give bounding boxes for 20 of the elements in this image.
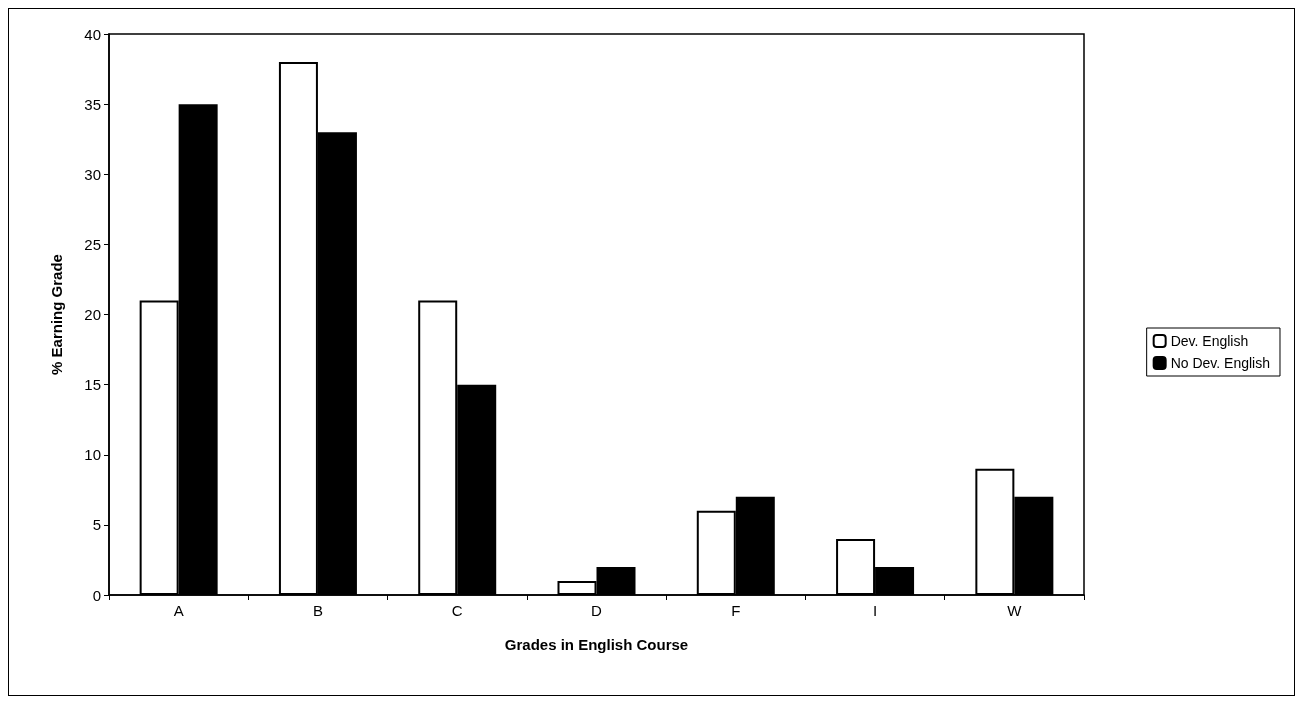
legend-label: Dev. English [1170, 333, 1249, 349]
y-tick-label: 40 [84, 25, 101, 43]
x-tick-label: C [451, 602, 463, 619]
x-tick-label: A [173, 602, 184, 619]
y-tick-label: 15 [84, 376, 101, 394]
y-tick-label: 10 [84, 446, 101, 464]
y-tick-label: 25 [84, 235, 101, 253]
x-axis-title: Grades in English Course [504, 636, 689, 653]
x-tick-label: I [872, 602, 878, 619]
x-tick-label: W [1007, 602, 1023, 619]
x-tick-label: F [731, 602, 741, 619]
y-tick-label: 30 [84, 165, 101, 183]
y-axis-title: % Earning Grade [48, 254, 65, 375]
y-tick-label: 0 [92, 586, 101, 604]
x-tick-label: D [591, 602, 603, 619]
x-tick-label: B [312, 602, 323, 619]
y-tick-label: 20 [84, 306, 101, 323]
legend-label: No Dev. English [1170, 355, 1270, 371]
y-tick-label: 35 [84, 95, 101, 113]
y-tick-label: 5 [92, 516, 101, 534]
